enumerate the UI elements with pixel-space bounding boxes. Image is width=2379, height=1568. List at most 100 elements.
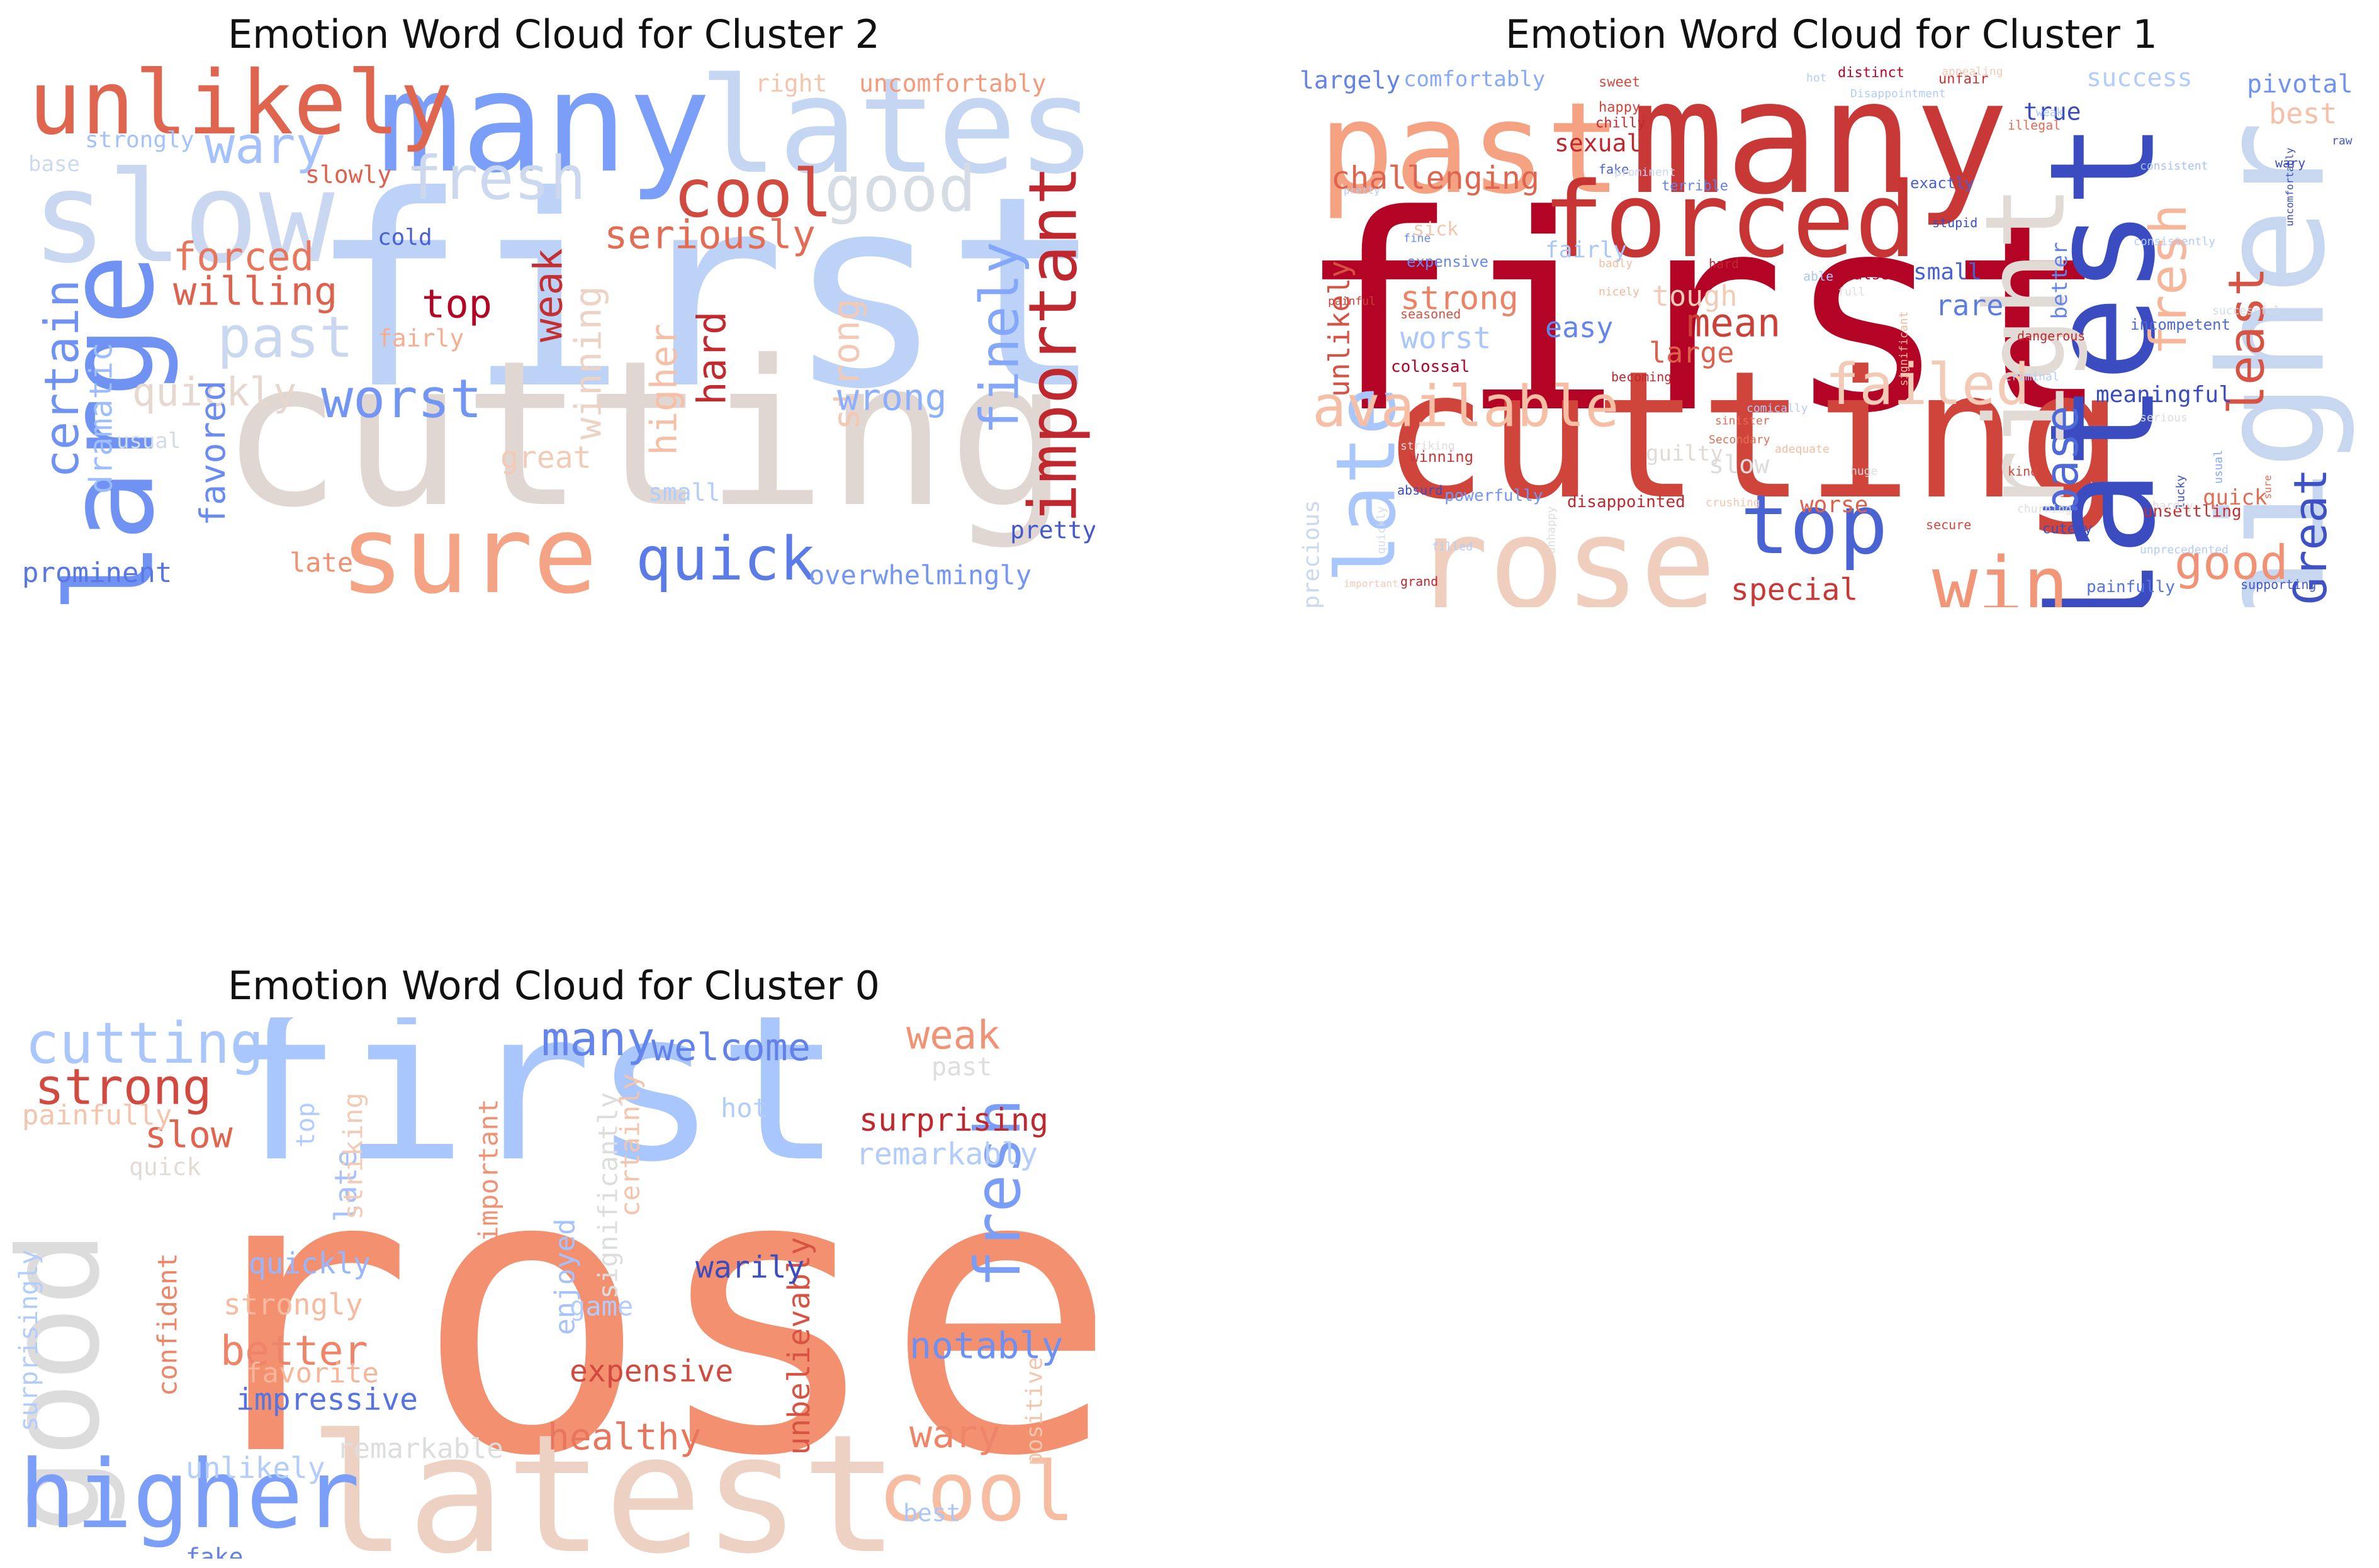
word-pivotal: pivotal	[2247, 70, 2353, 99]
word-sick: sick	[1413, 218, 1458, 240]
word-churning: churning	[2017, 502, 2072, 515]
word-sexual: sexual	[1555, 129, 1641, 157]
word-good: good	[824, 152, 976, 226]
word-fresh: fresh	[961, 1099, 1035, 1288]
word-dramatic: dramatic	[83, 342, 120, 494]
word-weak: weak	[906, 1017, 1000, 1058]
word-better: better	[220, 1328, 368, 1375]
word-game: game	[570, 1291, 633, 1322]
word-finely: finely	[969, 242, 1031, 435]
word-rose: rose	[179, 1088, 1095, 1542]
word-success: success	[2086, 66, 2193, 92]
word-welcome: welcome	[651, 1026, 811, 1070]
word-surprisingly: surprisingly	[14, 1250, 43, 1431]
word-full: full	[1838, 285, 1865, 298]
word-slowly: slowly	[305, 160, 391, 188]
word-small: small	[1913, 259, 1981, 285]
word-fairly: fairly	[1545, 237, 1627, 263]
word-striking: striking	[1400, 439, 1455, 452]
word-weak: weak	[2036, 106, 2064, 119]
word-many: many	[541, 1017, 655, 1067]
word-supporting: supporting	[2241, 577, 2316, 592]
word-unlikely: unlikely	[186, 1451, 325, 1485]
word-small: small	[648, 478, 720, 506]
word-unprecedented: unprecedented	[2140, 543, 2229, 556]
word-crushing: crushing	[1706, 496, 1760, 509]
word-late: late	[290, 547, 353, 578]
word-disappointed: disappointed	[1567, 493, 1685, 512]
word-seasoned: seasoned	[1400, 306, 1461, 322]
word-comfortably: comfortably	[1403, 67, 1545, 92]
word-badly: badly	[1599, 257, 1633, 270]
word-favorite: favorite	[245, 1357, 379, 1389]
word-positive: positive	[1022, 1357, 1048, 1465]
word-great: Great	[2284, 468, 2337, 605]
word-forced: forced	[173, 234, 314, 280]
word-wrong: wrong	[837, 376, 947, 418]
word-prominent: prominent	[1614, 165, 1676, 179]
word-successful: successful	[2212, 304, 2280, 317]
word-exactly: exactly	[1910, 174, 1974, 192]
word-incompetent: incompetent	[2130, 316, 2230, 333]
word-enjoyed: enjoyed	[549, 1218, 581, 1335]
word-uncomfortably: uncomfortably	[859, 69, 1046, 97]
word-significant: significant	[1897, 311, 1910, 386]
word-distinct: distinct	[1838, 66, 1904, 81]
word-false: false	[1844, 266, 1889, 283]
word-serious: serious	[2140, 411, 2188, 424]
word-good: good	[2174, 535, 2288, 590]
word-win: win	[1932, 542, 2069, 607]
word-large: large	[1649, 336, 1734, 369]
word-slow: slow	[31, 145, 335, 291]
word-cold: cold	[378, 225, 432, 250]
word-right: right	[755, 69, 827, 97]
word-right: right	[1962, 184, 2090, 516]
word-quickly: quickly	[132, 369, 296, 415]
word-dangerous: dangerous	[2017, 328, 2085, 344]
word-largely: largely	[1300, 66, 1400, 94]
word-wary: wary	[909, 1413, 1001, 1457]
word-strongly: strongly	[85, 127, 194, 153]
word-worse: worse	[1800, 492, 1868, 518]
word-absurd: absurd	[1397, 483, 1443, 498]
word-winning: winning	[1410, 448, 1473, 466]
word-unlikely: unlikely	[1322, 260, 1356, 397]
word-best: best	[2269, 97, 2337, 130]
word-meaningful: meaningful	[2096, 382, 2232, 408]
word-fake: fake	[1599, 162, 1629, 177]
word-painfully: painfully	[22, 1099, 172, 1131]
word-appealing: appealing	[1942, 66, 2003, 78]
word-cutting: cutting	[220, 318, 1069, 552]
word-base: base	[28, 152, 80, 177]
word-strongly: strongly	[223, 1287, 363, 1321]
word-latest: latest	[699, 66, 1095, 203]
word-important: important	[1015, 165, 1091, 524]
word-remarkably: remarkably	[856, 1136, 1038, 1172]
word-unhappy: unhappy	[1544, 507, 1558, 554]
word-easy: easy	[1545, 311, 1613, 344]
word-pretty: pretty	[1010, 516, 1095, 544]
word-remarkable: remarkable	[337, 1433, 503, 1465]
word-wary: wary	[205, 116, 326, 175]
word-overwhelmingly: overwhelmingly	[809, 560, 1032, 591]
word-tough: tough	[1652, 279, 1737, 313]
word-expensive: expensive	[570, 1353, 733, 1389]
word-seriously: seriously	[604, 212, 816, 258]
word-comically: comically	[1746, 401, 1808, 415]
word-surprising: surprising	[859, 1102, 1049, 1138]
word-latest: latest	[2020, 121, 2188, 607]
word-favored: favored	[193, 380, 233, 526]
word-huge: huge	[1850, 464, 1877, 478]
word-late: late	[329, 1150, 364, 1223]
word-stupid: stupid	[1932, 215, 1977, 230]
word-weak: weak	[526, 248, 571, 342]
word-sure: sure	[2262, 475, 2274, 500]
word-available: available	[1312, 374, 1619, 440]
word-willing: willing	[173, 269, 337, 315]
word-higher: higher	[2190, 121, 2358, 607]
word-top: top	[1740, 477, 1888, 573]
word-warily: warily	[695, 1250, 804, 1285]
word-worst: worst	[1400, 320, 1492, 356]
